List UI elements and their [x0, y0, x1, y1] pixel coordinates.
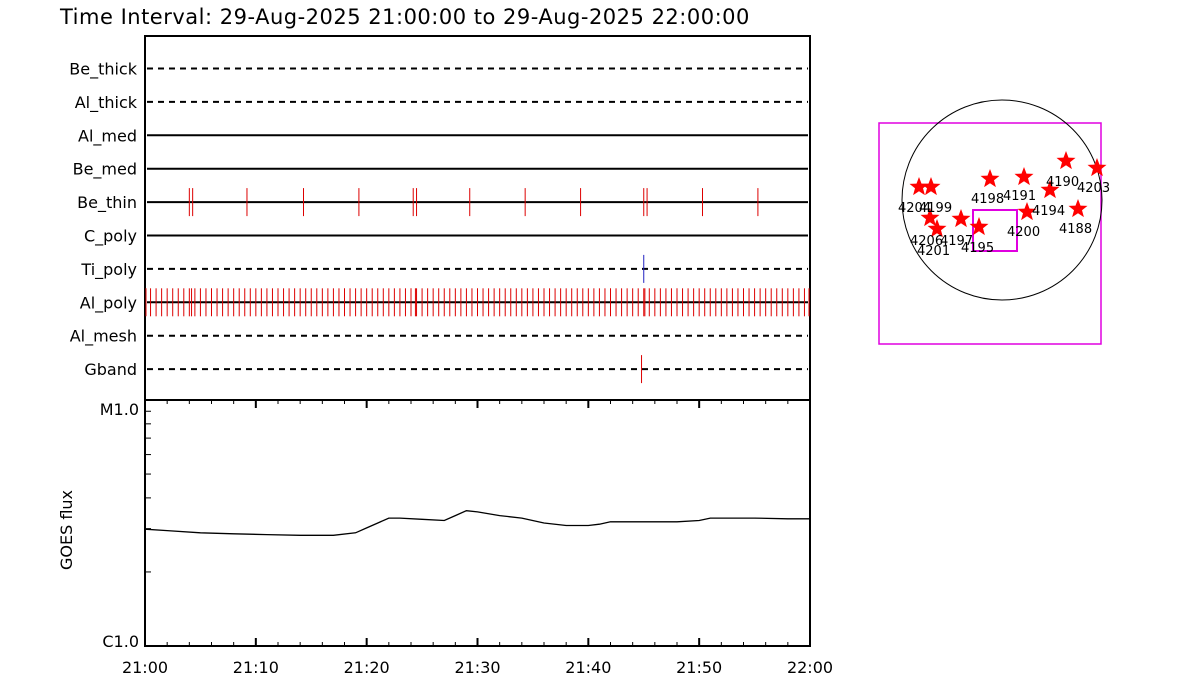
timeline-frame [144, 35, 811, 401]
active-region-stars [909, 151, 1107, 238]
filter-label: Al_poly [80, 293, 137, 313]
ar-label: 4197 [940, 234, 973, 249]
x-tick-label: 21:40 [565, 658, 611, 677]
x-tick-label: 21:30 [454, 658, 500, 677]
filter-label: C_poly [84, 227, 137, 247]
x-tick-label: 21:10 [233, 658, 279, 677]
x-tick-label: 22:00 [787, 658, 833, 677]
active-region-labels: 4204 4199 4206 4201 4197 4195 4198 4191 … [898, 175, 1110, 259]
goes-ticks [144, 400, 811, 646]
chart-title: Time Interval: 29-Aug-2025 21:00:00 to 2… [59, 5, 750, 29]
ar-label: 4203 [1077, 181, 1110, 196]
filter-label: Al_med [78, 126, 137, 146]
ar-label: 4201 [917, 244, 950, 259]
ar-label: 4204 [898, 201, 931, 216]
active-region-star [1040, 180, 1060, 199]
active-region-star [927, 219, 947, 238]
goes-flux-line [144, 510, 810, 536]
goes-frame [144, 399, 811, 647]
roi-box [972, 209, 1018, 252]
ar-label: 4194 [1032, 204, 1065, 219]
filter-label: Be_thin [77, 193, 137, 213]
ar-label: 4190 [1046, 175, 1079, 190]
active-region-star [951, 209, 971, 228]
x-tick-label: 21:00 [122, 658, 168, 677]
goes-ytick-top: M1.0 [100, 400, 139, 419]
x-tick-labels: 21:00 21:10 21:20 21:30 21:40 21:50 22:00 [122, 658, 833, 677]
filter-label: Al_mesh [70, 327, 137, 347]
timeline-rows: Be_thick Al_thick Al_med Be_med Be_thin C_pol… [69, 60, 810, 384]
filter-label: Gband [84, 360, 137, 379]
active-region-star [1014, 167, 1034, 186]
active-region-star [1087, 158, 1107, 177]
ar-label: 4195 [961, 241, 994, 256]
active-region-star [920, 208, 940, 227]
active-region-star [1017, 202, 1037, 221]
active-region-star [980, 169, 1000, 188]
x-tick-label: 21:50 [676, 658, 722, 677]
active-region-star [1068, 199, 1088, 218]
ar-label: 4198 [971, 192, 1004, 207]
ar-label: 4206 [910, 234, 943, 249]
filter-label: Be_thick [69, 60, 137, 80]
filter-label: Al_thick [75, 93, 138, 113]
ar-label: 4200 [1007, 225, 1040, 240]
active-region-star [969, 217, 989, 236]
ar-label: 4199 [919, 201, 952, 216]
filter-label: Ti_poly [80, 260, 137, 280]
filter-label: Be_med [73, 160, 137, 180]
x-tick-label: 21:20 [344, 658, 390, 677]
active-region-star [921, 177, 941, 196]
goes-ylabel: GOES flux [57, 490, 76, 570]
active-region-star [1056, 151, 1076, 170]
ar-label: 4188 [1059, 222, 1092, 237]
goes-ytick-bottom: C1.0 [102, 632, 139, 651]
active-region-star [909, 177, 929, 196]
sun-disk [901, 99, 1103, 301]
fov-box [878, 122, 1102, 345]
ar-label: 4191 [1003, 189, 1036, 204]
